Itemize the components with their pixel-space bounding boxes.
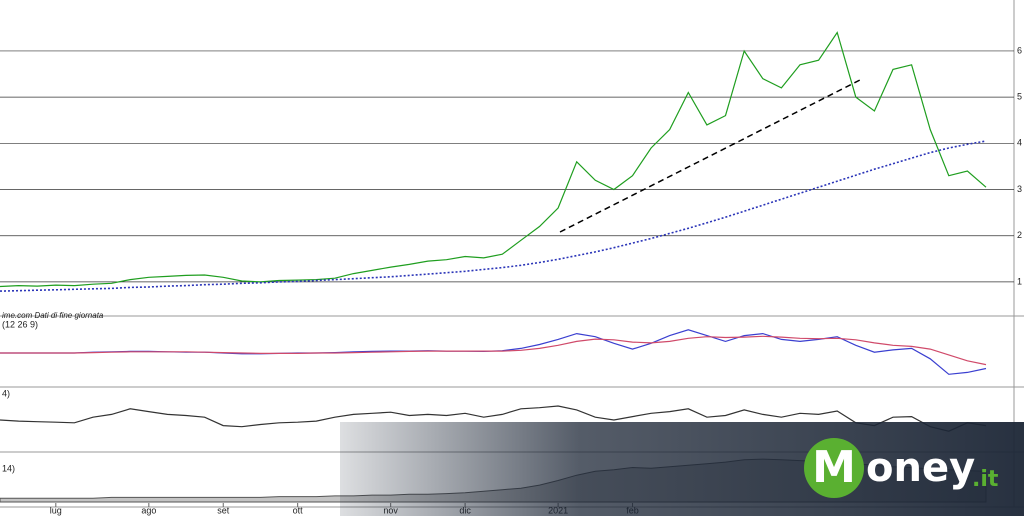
logo-circle xyxy=(804,438,864,498)
series-line xyxy=(0,140,987,292)
y-tick-label: 3 xyxy=(1017,184,1022,194)
panel-label: 4) xyxy=(2,388,10,398)
x-tick-label: set xyxy=(217,505,230,515)
series-line xyxy=(0,335,987,366)
y-tick-label: 6 xyxy=(1017,45,1022,55)
series-line xyxy=(0,405,987,432)
x-tick-label: ago xyxy=(141,505,156,515)
logo-suffix: .it xyxy=(972,467,999,492)
x-tick-label: lug xyxy=(50,505,62,515)
trend-line xyxy=(559,79,861,233)
x-tick-label: ott xyxy=(293,505,304,515)
series-line xyxy=(0,31,987,288)
y-tick-label: 2 xyxy=(1017,230,1022,240)
logo-name: oney xyxy=(866,445,975,491)
panel-label: (12 26 9) xyxy=(2,319,38,329)
y-tick-label: 4 xyxy=(1017,138,1022,148)
source-note: ime.com Dati di fine giornata xyxy=(2,311,104,320)
y-tick-label: 5 xyxy=(1017,92,1022,102)
logo-initial: M xyxy=(812,442,856,493)
panel-label: 14) xyxy=(2,463,15,473)
y-tick-label: 1 xyxy=(1017,276,1022,286)
